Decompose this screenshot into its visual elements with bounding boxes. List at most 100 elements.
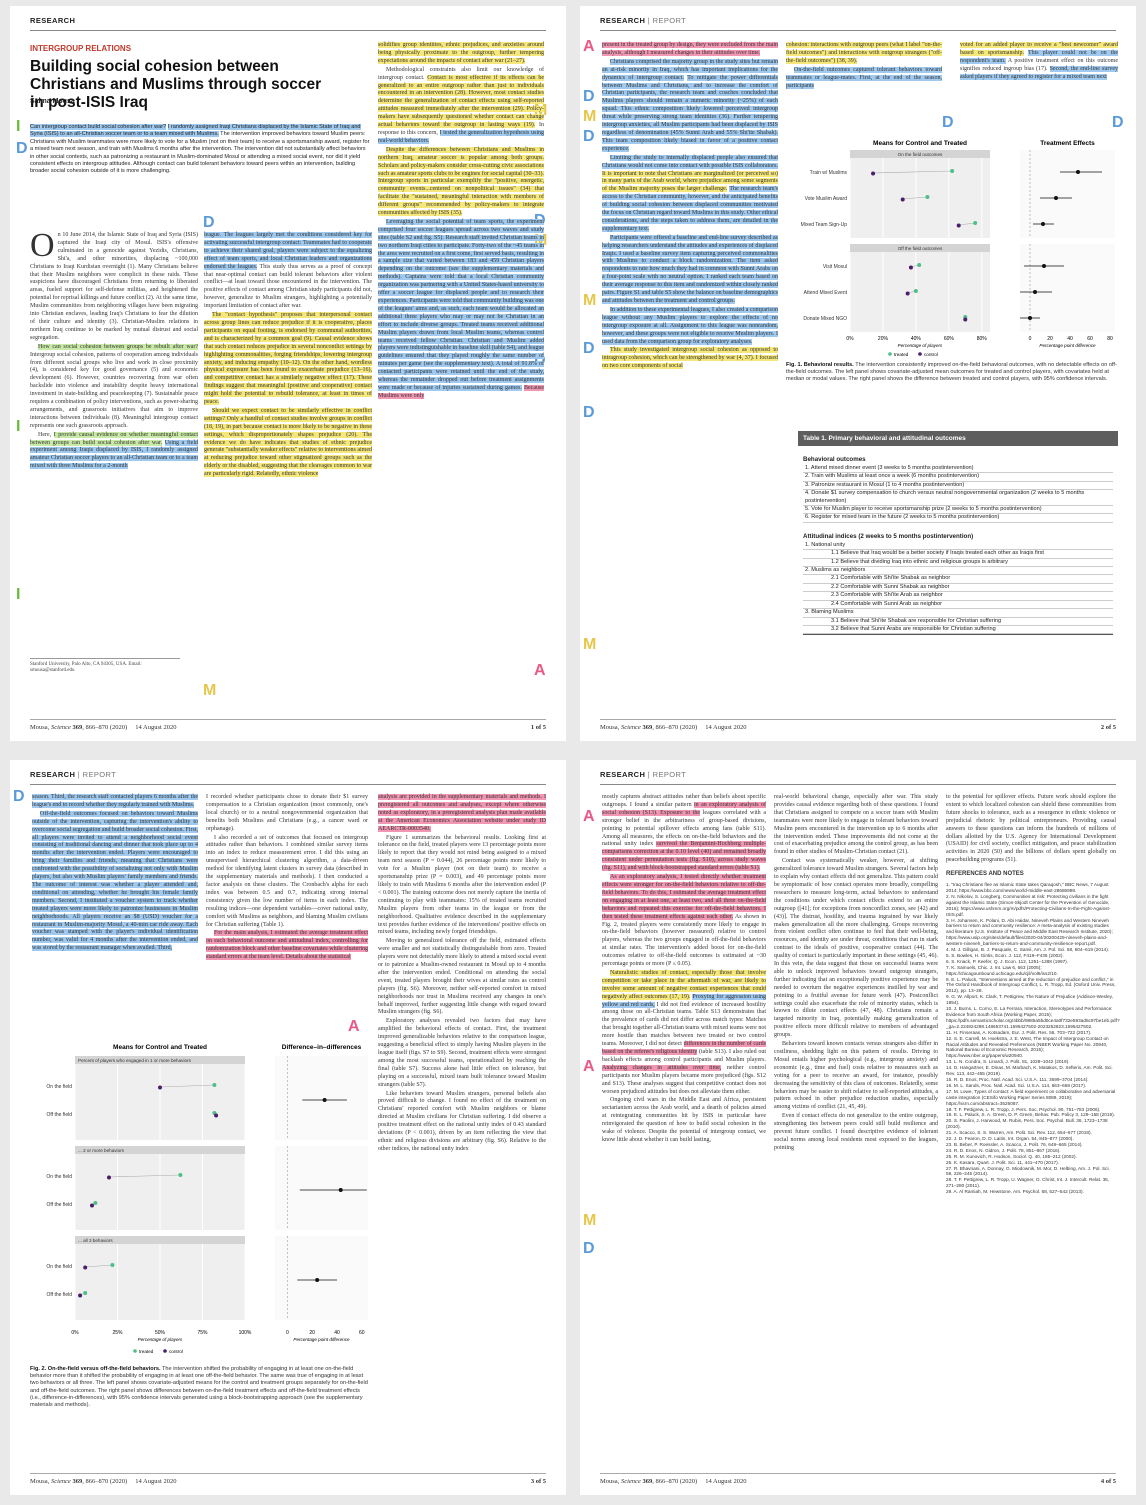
figure-2-caption: Fig. 2. On-the-field versus off-the-fiel… — [30, 1366, 368, 1409]
legend-control-label: control — [924, 352, 938, 357]
affiliation: Stanford University, Palo Alto, CA 94305… — [30, 658, 180, 674]
row-label: On the field — [46, 1264, 72, 1270]
legend-control-swatch — [918, 352, 922, 356]
control-point — [963, 317, 968, 322]
author: Salma Mousa — [30, 98, 75, 105]
table-row: 2. Train with Muslims at least once a we… — [803, 473, 1113, 482]
row-label: Off the field — [47, 1112, 73, 1118]
legend-treated-label: treated — [894, 352, 909, 357]
reference-item: 21. A. Scacco, S. S. Warren, Am. Polit. … — [946, 1130, 1092, 1136]
control-point — [83, 1265, 88, 1270]
x-tick-label: 40 — [334, 1330, 340, 1336]
margin-mark-i: I — [16, 418, 21, 435]
running-header: RESEARCH | REPORT — [600, 16, 687, 25]
connector — [108, 1174, 181, 1178]
panel-background — [275, 1056, 368, 1140]
treated-point — [917, 263, 922, 267]
column-1: mostly captures abstract attitudes rathe… — [602, 794, 767, 1143]
legend-control-swatch — [163, 1349, 167, 1353]
reference-item: 13. L. N. Condra, S. Linardi, J. Polit. … — [946, 1059, 1070, 1065]
figure-1-caption: Fig. 1. Behavioral results. The interven… — [786, 362, 1117, 383]
reference-item: 25. R. M. Kunovich, R. Hodson, Sociol. Q… — [946, 1153, 1077, 1159]
margin-mark-d: D — [583, 128, 595, 145]
reference-item: 10. J. Burns, L. Corno, E. La Ferrara, I… — [946, 1006, 1120, 1029]
margin-mark-a: A — [583, 808, 595, 825]
connector — [873, 170, 953, 174]
row-label: On the field — [46, 1084, 72, 1090]
x-tick-label: 50% — [155, 1330, 166, 1336]
right-chart-title: Treatment Effects — [1040, 140, 1095, 147]
control-point — [90, 1203, 94, 1208]
treated-point — [93, 1201, 98, 1205]
reference-item: 14. D. Hangartner, E. Dinas, M. Marbach,… — [946, 1065, 1113, 1077]
margin-mark-d: D — [583, 340, 595, 357]
margin-mark-d: D — [583, 88, 595, 105]
column-3: analysis are provided in the supplementa… — [378, 794, 546, 1152]
x-axis-label: Percentage point difference — [1039, 343, 1096, 348]
connector — [159, 1084, 215, 1088]
panel-label: ... 2 or more behaviors — [78, 1148, 125, 1153]
column-2: I recorded whether participants chose to… — [206, 794, 368, 961]
x-tick-label: 0 — [286, 1330, 289, 1336]
margin-mark-a: A — [583, 1058, 595, 1075]
margin-mark-d: D — [1112, 114, 1124, 131]
column-1: present in the treated group by design, … — [602, 42, 779, 370]
table-row: 5. Vote for Muslim player to receive spo… — [803, 506, 1113, 515]
margin-mark-m: M — [583, 1212, 597, 1229]
x-tick-label: 60% — [944, 336, 955, 342]
article-title: Building social cohesion between Christi… — [30, 58, 322, 111]
panel-background — [850, 244, 990, 332]
effect-estimate — [1076, 170, 1080, 174]
page-footer: Mousa, Science 369, 866–870 (2020) 14 Au… — [30, 719, 546, 731]
did-estimate — [338, 1188, 343, 1192]
x-tick-label: 25% — [112, 1330, 123, 1336]
x-tick-label: 80 — [1107, 336, 1113, 342]
margin-mark-d: D — [583, 404, 595, 421]
x-axis-label: Percentage of players — [898, 343, 943, 348]
page-footer: Mousa, Science 369, 866–870 (2020) 14 Au… — [30, 1473, 546, 1485]
page-footer: Mousa, Science 369, 866–870 (2020) 14 Au… — [600, 1473, 1116, 1485]
table-section: Attitudinal indices (2 weeks to 5 months… — [803, 532, 974, 540]
margin-mark-d: D — [942, 114, 954, 131]
reference-item: 5. S. Bowles, H. Gintis, Econ. J. 112, F… — [946, 952, 1064, 958]
reference-item: 29. A. Al Ramiah, M. Hewstone, Am. Psych… — [946, 1189, 1084, 1195]
reference-item: 22. J. D. Fearon, D. D. Laitin, Int. Org… — [946, 1136, 1074, 1142]
control-point — [905, 291, 910, 296]
panel-strip — [75, 1146, 245, 1154]
margin-mark-d: D — [16, 140, 28, 157]
treated-point — [973, 221, 978, 225]
effect-estimate — [1041, 222, 1045, 226]
control-point — [900, 197, 905, 202]
panel-strip — [850, 150, 990, 158]
effect-estimate — [1033, 290, 1037, 294]
page-1: RESEARCH INTERGROUP RELATIONS Building s… — [10, 6, 566, 741]
references-title: REFERENCES AND NOTES — [946, 871, 1024, 878]
x-axis-label: Percentage of players — [138, 1337, 183, 1342]
margin-mark-m: M — [203, 682, 217, 699]
column-3: voted for an added player to receive a "… — [960, 42, 1118, 80]
column-2: cohesion: interactions with outgroup pee… — [786, 42, 942, 89]
control-point — [214, 1113, 219, 1118]
page-2: RESEARCH | REPORT A D M D M D D M presen… — [580, 6, 1136, 741]
margin-mark-m: M — [583, 636, 597, 653]
reference-item: 20. S. Paolini, J. Harwood, M. Rubin, Pe… — [946, 1118, 1108, 1130]
treated-point — [110, 1263, 115, 1267]
x-tick-label: 100% — [239, 1330, 252, 1336]
table-row: 3.1 Believe that Shi'ite Shabak are resp… — [803, 618, 1113, 626]
panel-label: Off the field outcomes — [898, 246, 943, 251]
reference-item: 9. G. W. Allport, K. Clark, T. Pettigrew… — [946, 994, 1113, 1006]
legend-treated-label: treated — [139, 1349, 154, 1354]
table-row: 1. National unity — [803, 542, 1113, 551]
table-row: 2. Muslims as neighbors — [803, 567, 1113, 576]
panel-background — [850, 150, 990, 238]
running-header: RESEARCH — [30, 16, 76, 25]
figure-1: Means for Control and Treated Treatment E… — [780, 136, 1120, 358]
control-point — [78, 1293, 83, 1298]
table-row: 6. Register for mixed team in the future… — [803, 514, 1113, 523]
category-label: Mixed Team Sign-Up — [801, 222, 848, 228]
table-row: 1.1 Believe that Iraq would be a better … — [803, 550, 1113, 559]
reference-item: 6. S. Knack, P. Keefer, Q. J. Econ. 112,… — [946, 958, 1069, 964]
column-3: solidifies group identities, ethnic prej… — [378, 42, 544, 399]
panel-label: On the field outcomes — [898, 152, 943, 157]
